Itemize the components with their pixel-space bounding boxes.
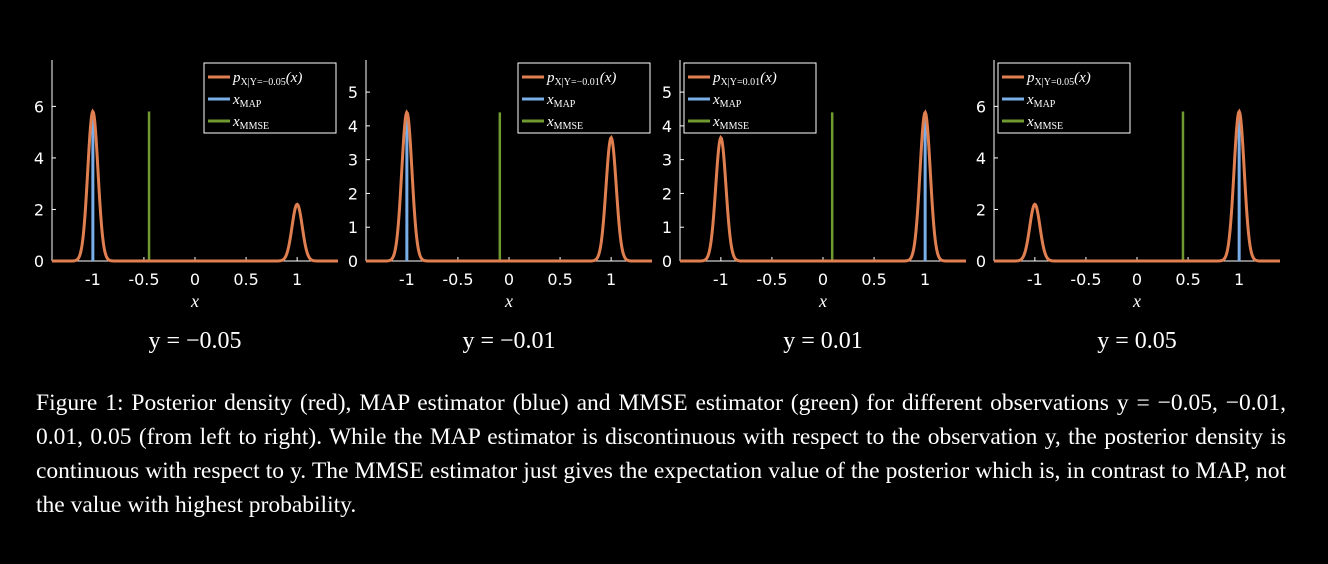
x-tick-label: -1 [713,270,729,289]
chart-panel-3: 0 1 2 3 4 5 -1 -0.5 0 0.5 1 x pX|Y=0.01(x) xMAP xMMSE y… [662,60,966,354]
y-tick-label: 4 [348,117,358,136]
legend-mmse-label: xMMSE [1026,114,1063,132]
x-tick-label: 0.5 [547,270,572,289]
y-tick-label: 6 [976,97,986,116]
panel-title: y = −0.05 [148,328,241,354]
x-axis-label: x [818,291,827,311]
y-tick-label: 5 [662,83,672,102]
figure-caption: Figure 1: Posterior density (red), MAP e… [36,390,1286,518]
x-tick-label: 0 [1132,270,1142,289]
legend-posterior-label: pX|Y=0.01(x) [712,70,777,88]
legend-mmse-label: xMMSE [712,114,749,132]
chart-panel-2: 0 1 2 3 4 5 -1 -0.5 0 0.5 1 x pX|Y=−0.01(x) xMAP xMMSE… [348,60,652,354]
y-tick-label: 0 [662,252,672,271]
legend: pX|Y=0.01(x) xMAP xMMSE [683,62,817,134]
posterior-density-curve [994,108,1280,263]
y-tick-label: 3 [662,151,672,170]
x-axis-label: x [504,291,513,311]
panel-title: y = −0.01 [462,328,555,354]
x-tick-label: -0.5 [1070,270,1101,289]
y-tick-label: 1 [348,218,358,237]
legend-posterior-label: pX|Y=−0.01(x) [546,70,616,88]
x-tick-label: -1 [85,270,101,289]
legend-map-label: xMAP [232,92,262,110]
posterior-density-curve [52,108,338,263]
x-tick-label: 0 [504,270,514,289]
y-tick-label: 0 [348,252,358,271]
y-tick-label: 0 [976,252,986,271]
x-tick-label: 0.5 [861,270,886,289]
y-tick-label: 0 [34,252,44,271]
panel-title: y = 0.01 [783,328,863,354]
legend-map-label: xMAP [546,92,576,110]
y-tick-label: 4 [34,149,44,168]
x-tick-label: 1 [920,270,930,289]
posterior-density-curve [680,109,966,263]
legend: pX|Y=−0.05(x) xMAP xMMSE [203,62,337,134]
legend-map-label: xMAP [712,92,742,110]
charts-svg: 0 2 4 6 -1 -0.5 0 0.5 1 x pX|Y=−0.05(x) xMAP xMMSE y … [34,60,1280,354]
y-tick-label: 4 [976,149,986,168]
legend-map-label: xMAP [1026,92,1056,110]
legend: pX|Y=0.05(x) xMAP xMMSE [997,62,1131,134]
x-tick-label: -1 [1027,270,1043,289]
x-tick-label: 0 [190,270,200,289]
x-axis-label: x [1132,291,1141,311]
y-tick-label: 2 [976,200,986,219]
x-tick-label: -0.5 [128,270,159,289]
y-tick-label: 2 [34,200,44,219]
x-tick-label: 0.5 [233,270,258,289]
y-tick-label: 2 [348,184,358,203]
legend-mmse-label: xMMSE [546,114,583,132]
x-tick-label: 1 [1234,270,1244,289]
x-tick-label: -0.5 [442,270,473,289]
y-tick-label: 6 [34,97,44,116]
x-tick-label: -1 [399,270,415,289]
posterior-density-curve [366,109,652,263]
x-tick-label: 1 [292,270,302,289]
legend: pX|Y=−0.01(x) xMAP xMMSE [517,62,651,134]
x-axis-label: x [190,291,199,311]
legend-posterior-label: pX|Y=0.05(x) [1026,70,1091,88]
x-tick-label: 0 [818,270,828,289]
legend-posterior-label: pX|Y=−0.05(x) [232,70,302,88]
y-tick-label: 5 [348,83,358,102]
legend-mmse-label: xMMSE [232,114,269,132]
chart-panel-1: 0 2 4 6 -1 -0.5 0 0.5 1 x pX|Y=−0.05(x) xMAP xMMSE y … [34,60,338,354]
y-tick-label: 1 [662,218,672,237]
panel-title: y = 0.05 [1097,328,1177,354]
x-tick-label: 1 [606,270,616,289]
x-tick-label: 0.5 [1175,270,1200,289]
y-tick-label: 3 [348,151,358,170]
chart-panel-4: 0 2 4 6 -1 -0.5 0 0.5 1 x pX|Y=0.05(x) xMAP xMMSE y =… [976,60,1280,354]
y-tick-label: 4 [662,117,672,136]
figure-panels: 0 2 4 6 -1 -0.5 0 0.5 1 x pX|Y=−0.05(x) xMAP xMMSE y … [34,60,1280,354]
x-tick-label: -0.5 [756,270,787,289]
y-tick-label: 2 [662,184,672,203]
